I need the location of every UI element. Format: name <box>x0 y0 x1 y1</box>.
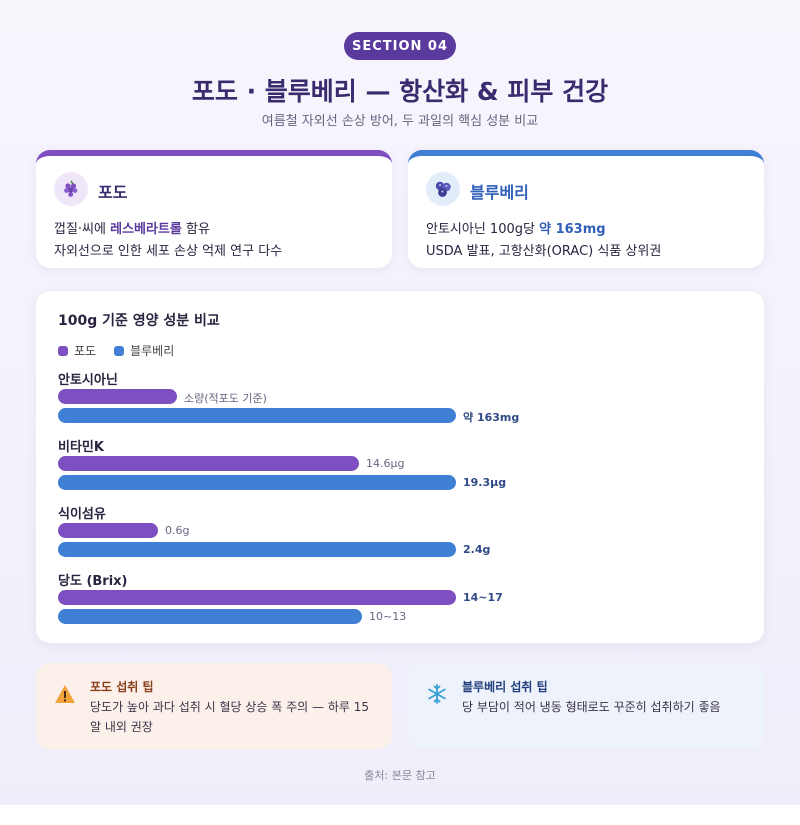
blueberry-highlight: 약 163mg <box>539 222 606 237</box>
grape-highlight: 레스베라트롤 <box>110 222 182 237</box>
grape-tip-title: 포도 섭취 팁 <box>90 680 154 694</box>
bar-blueberry <box>58 475 456 490</box>
section-badge: SECTION 04 <box>344 32 456 60</box>
bottom-band <box>0 805 800 825</box>
grape-tip: 포도 섭취 팁 당도가 높아 과다 섭취 시 혈당 상승 폭 주의 — 하루 1… <box>36 663 392 749</box>
bar-value-blueberry: 10~13 <box>369 610 407 623</box>
source-note: 출처: 본문 참고 <box>364 769 436 782</box>
bar-blueberry <box>58 408 456 423</box>
snowflake-icon <box>428 684 446 704</box>
legend-label-grape: 포도 <box>74 344 97 358</box>
page-subtitle: 여름철 자외선 손상 방어, 두 과일의 핵심 성분 비교 <box>261 114 539 129</box>
category-label: 안토시아닌 <box>58 373 118 388</box>
bar-grape <box>58 389 177 404</box>
category-label: 비타민K <box>58 440 104 455</box>
grape-icon <box>54 172 88 206</box>
blueberry-tip: 블루베리 섭취 팁 당 부담이 적어 냉동 형태로도 꾸준히 섭취하기 좋음 <box>408 663 764 749</box>
bar-blueberry <box>58 609 362 624</box>
page-title: 포도 · 블루베리 — 항산화 & 피부 건강 <box>191 77 609 106</box>
bar-value-blueberry: 2.4g <box>463 543 491 556</box>
grape-card: 포도 껍질·씨에 레스베라트롤 함유 자외선으로 인한 세포 손상 억제 연구 … <box>36 150 392 268</box>
legend-item-blueberry: 블루베리 <box>114 342 174 359</box>
bar-value-grape: 0.6g <box>165 524 190 537</box>
bar-grape <box>58 523 158 538</box>
blueberry-tip-title: 블루베리 섭취 팁 <box>462 680 548 694</box>
bar-value-grape: 소량(적포도 기준) <box>184 392 267 405</box>
grape-line-1: 껍질·씨에 레스베라트롤 함유 <box>54 222 210 237</box>
blueberry-icon <box>426 172 460 206</box>
warning-icon <box>55 685 75 703</box>
bar-grape <box>58 456 359 471</box>
blueberry-line-2: USDA 발표, 고항산화(ORAC) 식품 상위권 <box>426 244 662 259</box>
grape-tip-text: 당도가 높아 과다 섭취 시 혈당 상승 폭 주의 — 하루 15알 내외 권장 <box>90 700 369 734</box>
bar-value-grape: 14.6μg <box>366 457 405 470</box>
blueberry-card: 블루베리 안토시아닌 100g당 약 163mg USDA 발표, 고항산화(O… <box>408 150 764 268</box>
category-label: 당도 (Brix) <box>58 574 128 589</box>
legend-item-grape: 포도 <box>58 342 96 359</box>
bar-value-blueberry: 19.3μg <box>463 476 507 489</box>
bar-value-grape: 14~17 <box>463 591 503 604</box>
bar-grape <box>58 590 456 605</box>
bar-value-blueberry: 약 163mg <box>463 411 520 424</box>
legend-label-blueberry: 블루베리 <box>130 344 175 358</box>
category-label: 식이섬유 <box>58 507 106 522</box>
bar-blueberry <box>58 542 456 557</box>
blueberry-tip-text: 당 부담이 적어 냉동 형태로도 꾸준히 섭취하기 좋음 <box>462 700 721 714</box>
grape-name: 포도 <box>98 183 128 202</box>
grape-line-2: 자외선으로 인한 세포 손상 억제 연구 다수 <box>54 244 283 259</box>
chart-title: 100g 기준 영양 성분 비교 <box>58 313 220 329</box>
legend-swatch-grape <box>58 345 68 356</box>
blueberry-line-1: 안토시아닌 100g당 약 163mg <box>426 222 606 237</box>
blueberry-name: 블루베리 <box>470 183 529 202</box>
legend-swatch-blueberry <box>114 345 125 356</box>
chart-legend: 포도 블루베리 <box>58 342 174 359</box>
